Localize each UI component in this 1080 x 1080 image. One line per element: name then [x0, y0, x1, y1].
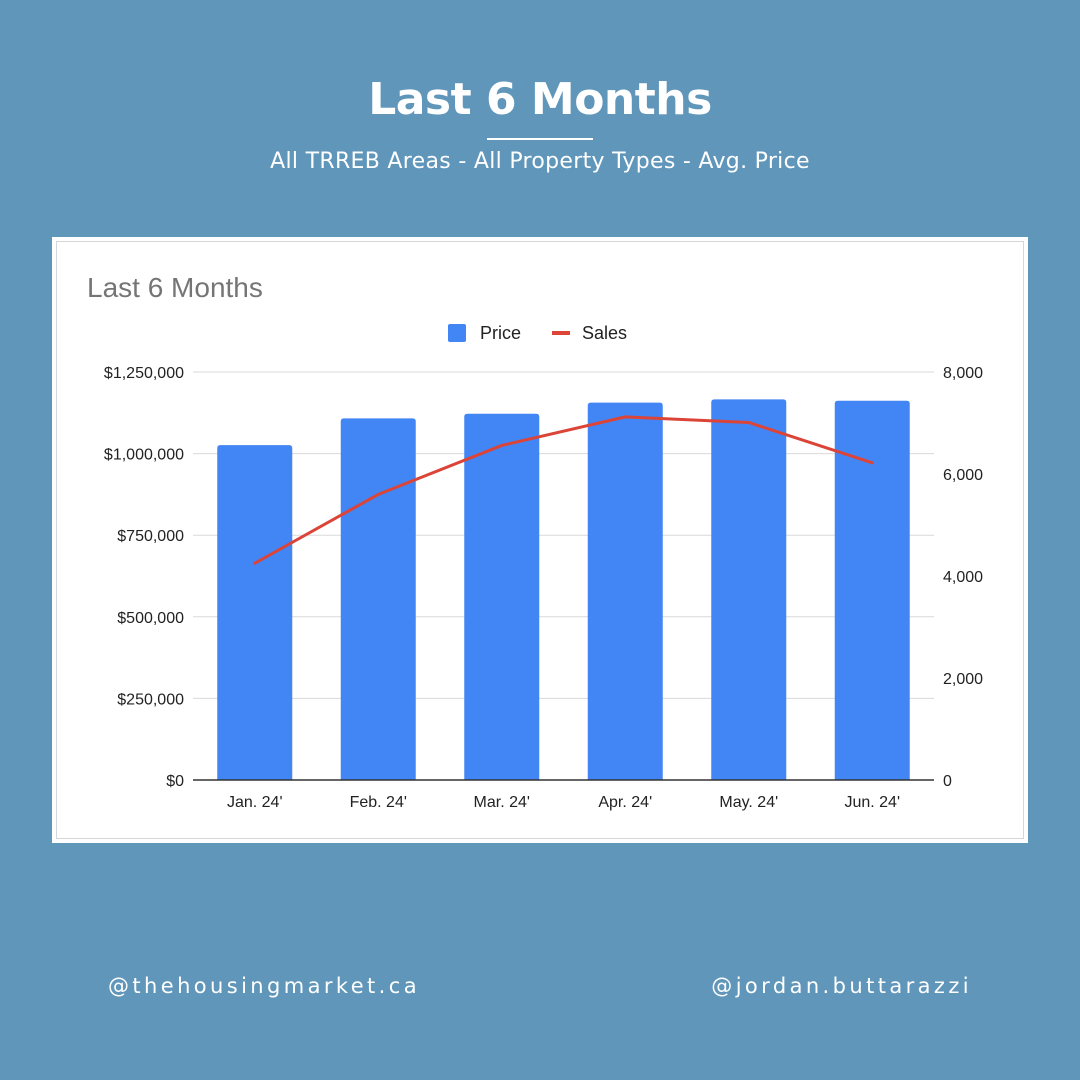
chart-card: Last 6 Months $0 $250,000 $500,000 $750,000 $… — [52, 237, 1028, 843]
x-tick-label: Feb. 24' — [350, 794, 407, 811]
x-tick-label: Jan. 24' — [227, 794, 283, 811]
y-left-tick-label: $750,000 — [117, 528, 184, 545]
page-subtitle: All TRREB Areas - All Property Types - A… — [270, 149, 810, 174]
y-left-tick-label: $250,000 — [117, 691, 184, 708]
price-bar — [464, 413, 540, 780]
page-title: Last 6 Months — [368, 74, 712, 125]
x-tick-label: Apr. 24' — [598, 794, 652, 811]
chart-title: Last 6 Months — [87, 272, 263, 303]
title-underline — [487, 138, 593, 140]
instagram-handle-left: @thehousingmarket.ca — [108, 974, 420, 998]
price-bar — [834, 400, 910, 780]
y-right-tick-label: 4,000 — [943, 569, 983, 586]
y-right-tick-label: 8,000 — [943, 365, 983, 382]
y-right-tick-label: 2,000 — [943, 671, 983, 688]
price-bar — [217, 445, 293, 780]
combo-chart: Last 6 Months $0 $250,000 $500,000 $750,000 $… — [87, 272, 983, 811]
instagram-handle-right: @jordan.buttarazzi — [711, 974, 972, 998]
sales-line — [253, 415, 874, 565]
x-tick-label: May. 24' — [719, 794, 778, 811]
price-bar — [711, 399, 787, 780]
y-left-tick-label: $500,000 — [117, 610, 184, 627]
y-left-tick-label: $0 — [166, 773, 184, 790]
y-right-tick-label: 6,000 — [943, 467, 983, 484]
legend-price-swatch — [448, 324, 466, 342]
y-left-tick-label: $1,000,000 — [104, 447, 184, 464]
y-left-tick-label: $1,250,000 — [104, 365, 184, 382]
price-bar — [587, 402, 663, 780]
price-bar — [340, 418, 416, 780]
legend-sales-label: Sales — [582, 323, 627, 343]
chart-frame — [56, 241, 1024, 839]
legend-price-label: Price — [480, 323, 521, 343]
y-right-tick-label: 0 — [943, 773, 952, 790]
x-tick-label: Jun. 24' — [844, 794, 900, 811]
x-tick-label: Mar. 24' — [474, 794, 530, 811]
